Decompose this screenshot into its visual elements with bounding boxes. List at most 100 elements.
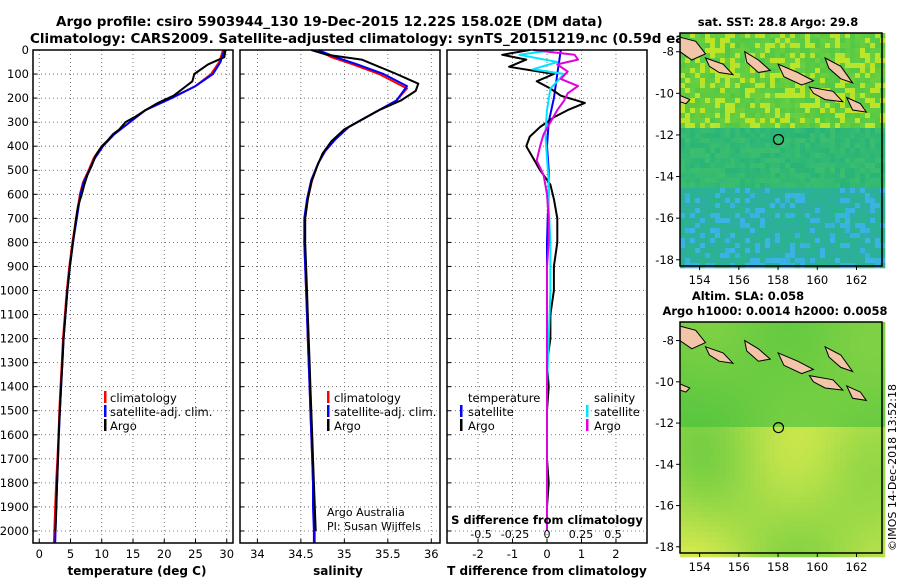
- map-cell: [840, 248, 846, 254]
- map-cell: [835, 233, 841, 239]
- map-cell: [780, 432, 786, 438]
- map-cell: [735, 208, 741, 214]
- map-cell: [700, 68, 706, 74]
- map-cell: [800, 183, 806, 189]
- map-cell: [800, 332, 806, 338]
- map-cell: [715, 118, 721, 124]
- map-cell: [685, 188, 691, 194]
- map-cell: [680, 188, 686, 194]
- map-cell: [715, 88, 721, 94]
- map-cell: [825, 108, 831, 114]
- map-cell: [805, 233, 811, 239]
- map-cell: [765, 58, 771, 64]
- map-cell: [875, 387, 881, 393]
- map-cell: [835, 492, 841, 498]
- map-cell: [680, 482, 686, 488]
- map-cell: [815, 352, 821, 358]
- map-cell: [720, 243, 726, 249]
- map-cell: [775, 372, 781, 378]
- map-cell: [745, 228, 751, 234]
- map-cell: [730, 477, 736, 483]
- map-cell: [855, 332, 861, 338]
- map-cell: [875, 462, 881, 468]
- map-cell: [845, 387, 851, 393]
- map-cell: [870, 392, 876, 398]
- map-cell: [685, 512, 691, 518]
- map-cell: [825, 208, 831, 214]
- map-cell: [810, 83, 816, 89]
- map-cell: [850, 123, 856, 129]
- map-cell: [750, 93, 756, 99]
- map-cell: [700, 213, 706, 219]
- map-cell: [870, 442, 876, 448]
- map-cell: [855, 377, 861, 383]
- map-cell: [790, 183, 796, 189]
- map-cell: [830, 253, 836, 259]
- map-cell: [865, 387, 871, 393]
- map-cell: [840, 133, 846, 139]
- map-cell: [790, 228, 796, 234]
- map-cell: [740, 43, 746, 49]
- map-cell: [865, 477, 871, 483]
- map-cell: [805, 208, 811, 214]
- map-cell: [770, 213, 776, 219]
- map-cell: [875, 417, 881, 423]
- map-cell: [715, 327, 721, 333]
- map-cell: [730, 218, 736, 224]
- map-cell: [865, 447, 871, 453]
- map-cell: [730, 63, 736, 69]
- map-cell: [820, 248, 826, 254]
- map-cell: [700, 193, 706, 199]
- map-cell: [845, 43, 851, 49]
- map-cell: [760, 238, 766, 244]
- map-cell: [760, 412, 766, 418]
- map-cell: [865, 158, 871, 164]
- map-cell: [730, 462, 736, 468]
- map-cell: [750, 512, 756, 518]
- map-cell: [840, 198, 846, 204]
- map-cell: [745, 362, 751, 368]
- map-cell: [765, 542, 771, 548]
- map-cell: [715, 213, 721, 219]
- series-line-satellite-adj-clim-: [54, 49, 226, 544]
- map-cell: [715, 542, 721, 548]
- map-cell: [795, 432, 801, 438]
- map-cell: [800, 512, 806, 518]
- map-cell: [780, 233, 786, 239]
- map-cell: [695, 128, 701, 134]
- map-cell: [730, 397, 736, 403]
- map-cell: [745, 532, 751, 538]
- map-cell: [855, 78, 861, 84]
- map-cell: [830, 238, 836, 244]
- map-cell: [775, 427, 781, 433]
- map-cell: [710, 48, 716, 54]
- map-cell: [710, 412, 716, 418]
- map-cell: [815, 163, 821, 169]
- map-cell: [755, 93, 761, 99]
- x-tick-label: 36: [424, 547, 439, 561]
- map-cell: [730, 258, 736, 264]
- map-cell: [780, 178, 786, 184]
- map-cell: [735, 228, 741, 234]
- map-cell: [705, 417, 711, 423]
- map-cell: [685, 228, 691, 234]
- map-cell: [825, 412, 831, 418]
- map-cell: [760, 482, 766, 488]
- map-cell: [860, 148, 866, 154]
- map-cell: [805, 228, 811, 234]
- map-cell: [710, 417, 716, 423]
- map-cell: [680, 552, 686, 558]
- map-cell: [745, 542, 751, 548]
- map-cell: [765, 437, 771, 443]
- map-cell: [875, 73, 881, 79]
- map-cell: [850, 522, 856, 528]
- map-cell: [860, 158, 866, 164]
- map-cell: [860, 163, 866, 169]
- map-cell: [720, 392, 726, 398]
- map-cell: [760, 392, 766, 398]
- map-cell: [710, 108, 716, 114]
- map-cell: [810, 482, 816, 488]
- map-cell: [690, 417, 696, 423]
- map-cell: [810, 392, 816, 398]
- map-cell: [685, 118, 691, 124]
